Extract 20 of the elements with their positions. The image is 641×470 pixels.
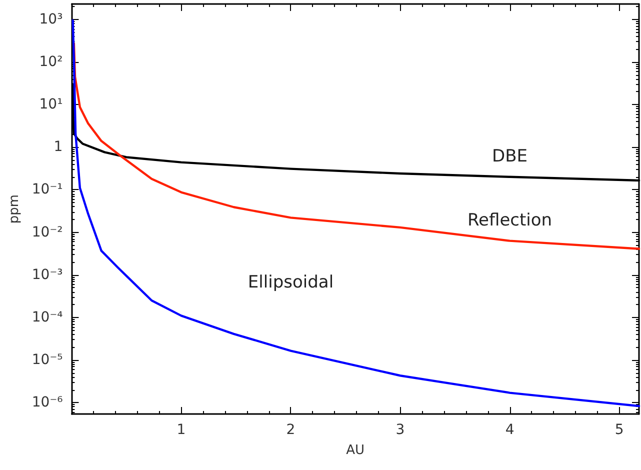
y-tick-label: 10² [39,54,63,70]
y-tick-label: 10³ [39,11,63,28]
x-axis-title: AU [346,443,365,458]
y-tick-label: 10¹ [39,96,63,113]
y-tick-label: 10⁻¹ [32,182,63,198]
y-tick-label: 10⁻² [32,224,63,240]
x-tick-label: 3 [396,422,405,438]
x-tick-label: 1 [176,422,186,438]
y-tick-label: 1 [54,139,63,156]
x-tick-label: 2 [286,422,296,438]
series-label: Reflection [467,210,552,230]
y-axis-title: ppm [7,194,22,224]
y-tick-label: 10⁻⁴ [32,309,64,326]
y-tick-label: 10⁻³ [32,266,63,283]
y-tick-label: 10⁻⁵ [32,352,63,368]
text: Ellipsoidal [248,272,334,292]
series-label: DBE [492,146,528,166]
y-tick-label: 10⁻⁶ [32,394,64,411]
x-tick-label: 5 [614,422,624,438]
x-tick-label: 4 [505,422,514,438]
